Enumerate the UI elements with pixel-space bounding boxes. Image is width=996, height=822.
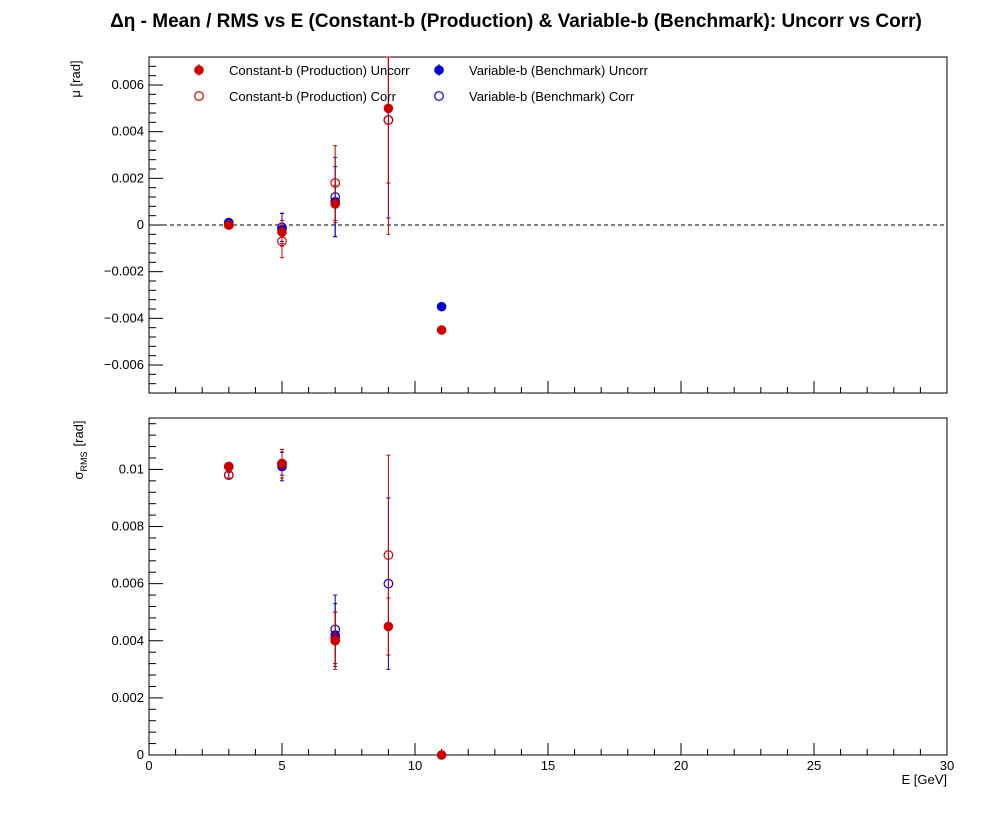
legend-item: Constant-b (Production) Corr bbox=[194, 89, 397, 104]
data-point bbox=[224, 461, 234, 472]
legend-label: Constant-b (Production) Uncorr bbox=[229, 63, 410, 78]
x-tick-label: 15 bbox=[541, 758, 555, 773]
data-point bbox=[436, 750, 447, 760]
y-tick-label: −0.006 bbox=[104, 357, 144, 372]
y-tick-label: 0.01 bbox=[119, 461, 144, 476]
legend-marker bbox=[194, 91, 204, 101]
data-point bbox=[330, 633, 341, 643]
y-axis-title-symbol: σ bbox=[71, 471, 86, 479]
series-3 bbox=[223, 451, 394, 670]
series-2 bbox=[223, 56, 394, 259]
data-point bbox=[277, 236, 287, 247]
legend-marker bbox=[434, 91, 444, 101]
x-tick-label: 20 bbox=[674, 758, 688, 773]
data-point bbox=[383, 550, 394, 560]
data-point bbox=[277, 458, 287, 469]
rms-panel: 0 0.002 0.004 0.006 0.008 0.01 0 5 10 15 20 25 30E [… bbox=[71, 417, 954, 787]
data-point bbox=[383, 115, 394, 125]
data-point bbox=[223, 220, 234, 230]
chart-title: Δη - Mean / RMS vs E (Constant-b (Produc… bbox=[110, 11, 922, 32]
y-axis-title-unit: [rad] bbox=[71, 420, 86, 446]
legend-label: Variable-b (Benchmark) Corr bbox=[469, 89, 635, 104]
y-tick-label: 0.006 bbox=[111, 77, 144, 92]
y-tick-label: 0.002 bbox=[111, 170, 144, 185]
y-axis-title-subscript: RMS bbox=[79, 451, 89, 471]
x-tick-label: 10 bbox=[408, 758, 422, 773]
data-point bbox=[436, 325, 447, 335]
y-tick-label: −0.004 bbox=[104, 310, 144, 325]
series-1 bbox=[224, 451, 341, 667]
y-tick-label: 0 bbox=[137, 217, 144, 232]
series-3 bbox=[223, 56, 394, 242]
x-tick-label: 25 bbox=[807, 758, 821, 773]
y-tick-label: 0.002 bbox=[111, 690, 144, 705]
plot-frame bbox=[148, 417, 948, 756]
y-axis-title: μ [rad] bbox=[68, 60, 83, 97]
legend-item: Variable-b (Benchmark) Corr bbox=[434, 89, 635, 104]
legend-item: Constant-b (Production) Uncorr bbox=[194, 63, 410, 78]
y-tick-label: 0.008 bbox=[111, 519, 144, 534]
series-2 bbox=[223, 448, 394, 665]
y-tick-label: 0.004 bbox=[111, 124, 144, 139]
legend: Constant-b (Production) Uncorr Variable-b… bbox=[194, 63, 649, 104]
x-tick-label: 5 bbox=[278, 758, 285, 773]
y-tick-label: −0.002 bbox=[104, 264, 144, 279]
data-point bbox=[330, 178, 341, 188]
mean-panel: −0.006 −0.004 −0.002 0 0.002 0.004 0.006 μ [rad… bbox=[68, 56, 948, 394]
x-axis-title: E [GeV] bbox=[901, 772, 947, 787]
data-point bbox=[436, 301, 447, 312]
y-axis-title: σRMS [rad] bbox=[71, 420, 89, 479]
legend-label: Constant-b (Production) Corr bbox=[229, 89, 397, 104]
y-tick-label: 0 bbox=[137, 747, 144, 762]
legend-label: Variable-b (Benchmark) Uncorr bbox=[469, 63, 649, 78]
x-tick-label: 30 bbox=[940, 758, 954, 773]
x-tick-label: 0 bbox=[145, 758, 152, 773]
data-point bbox=[223, 470, 234, 481]
legend-item: Variable-b (Benchmark) Uncorr bbox=[434, 63, 649, 78]
y-tick-label: 0.006 bbox=[111, 576, 144, 591]
y-tick-label: 0.004 bbox=[111, 633, 144, 648]
